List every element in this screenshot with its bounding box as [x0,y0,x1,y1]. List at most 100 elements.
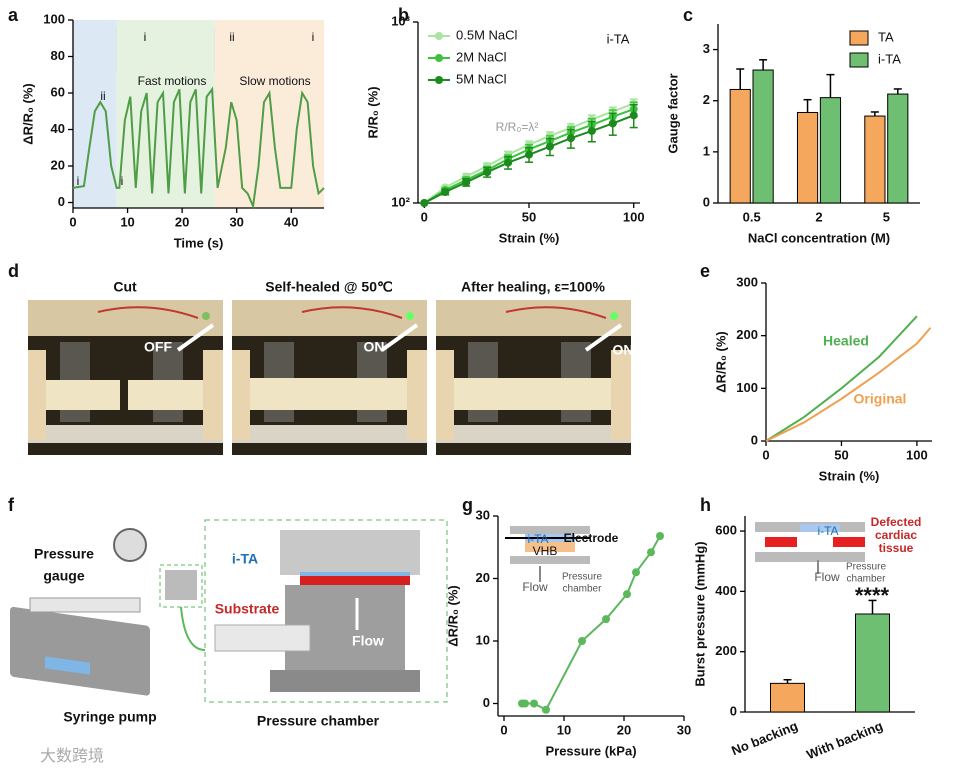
data-point [602,615,610,624]
x-axis-title: Time (s) [174,235,224,250]
bar [752,69,774,204]
y-tick-label: 0 [751,432,758,447]
annotation: ii [100,89,105,103]
photo-led [202,312,210,320]
photo-tag: ON [364,339,385,355]
photo-ruler [28,425,223,443]
inset-layer [800,524,840,532]
annotation: i-TA [817,524,838,538]
chamber-top [280,530,420,575]
x-axis-title: NaCl concentration (M) [748,230,890,245]
bar [770,682,805,713]
data-point [587,126,596,135]
y-tick-label: 10³ [391,13,410,28]
photo-label: Pressure chamber [257,713,380,729]
inset-layer [510,526,590,534]
legend-label: 0.5M NaCl [456,27,518,42]
series-label: Healed [823,333,869,349]
inset-layer [510,556,590,564]
data-point [632,568,640,577]
y-axis-title: ΔR/R₀ (%) [713,331,728,392]
y-tick-label: 200 [715,643,737,658]
annotation: i [77,174,80,188]
annotation: chamber [563,584,603,595]
x-tick-label: 20 [617,722,631,737]
tube [214,624,311,652]
x-tick-label: 0.5 [743,209,761,224]
photo-gel [232,378,427,410]
annotation: Slow motions [239,74,310,88]
x-tick-label: 100 [623,209,645,224]
photo-arrow [380,323,419,352]
photo-glove [407,350,427,440]
photo-tag: OFF [144,339,172,355]
photo-label: Flow [352,633,384,649]
y-tick-label: 2 [703,92,710,107]
annotation: i-TA [607,31,630,46]
chamber-base [270,670,420,692]
data-point [504,158,513,167]
data-line [765,327,932,442]
annotation: i-TA [527,532,548,546]
watermark: 大数跨境 [40,746,104,765]
y-axis-title: Gauge factor [665,73,680,153]
gauge [113,528,147,562]
photo-arrow [584,323,623,352]
photo-label: Pressure [34,546,94,562]
small-chamber [165,570,197,600]
y-tick-label: 10 [476,632,490,647]
bar [864,115,886,204]
photo-ruler [232,425,427,443]
annotation: i [121,174,124,188]
y-tick-label: 10² [391,194,410,209]
substrate [300,576,410,585]
data-line [72,86,325,210]
x-tick-label: 10 [120,214,134,229]
data-point [483,168,492,177]
data-point [566,134,575,143]
x-axis-title: Pressure (kPa) [545,743,636,758]
panel-label: h [700,495,711,515]
legend-label: i-TA [878,51,901,66]
data-point [521,699,529,708]
annotation: Defected [871,515,922,529]
bar [796,111,819,204]
y-axis-title: ΔR/R₀ (%) [445,585,460,646]
legend-swatch [849,30,869,46]
annotation: Pressure [562,572,602,583]
data-point [647,548,655,557]
panel-label: f [8,495,15,515]
photo-glove [28,350,46,440]
photo-breadboard [436,300,631,336]
photo-glove [203,350,223,440]
legend-swatch [849,52,869,68]
x-tick-label: 10 [557,722,571,737]
data-point [441,188,450,197]
y-tick-label: 80 [51,48,65,63]
legend-label: TA [878,29,894,44]
x-tick-label: 0 [421,209,428,224]
bar [887,93,909,204]
y-tick-label: 0 [58,194,65,209]
x-axis-title: Strain (%) [499,230,560,245]
x-tick-label: 5 [883,209,890,224]
pump [10,606,150,696]
photo-label: Syringe pump [63,709,156,725]
panel-label: g [462,495,473,515]
inset-layer [755,552,865,562]
photo-wire [505,306,607,319]
data-line [765,315,918,442]
panel-label: c [683,5,693,25]
annotation: cardiac [875,528,917,542]
inset-arrow [180,606,206,651]
y-tick-label: 40 [51,121,65,136]
bar [855,613,890,713]
y-tick-label: 0 [703,194,710,209]
y-axis-title: R/R₀ (%) [365,86,380,138]
photo-glove [436,350,454,440]
photo-title: Self-healed @ 50℃ [265,279,393,295]
data-point [656,532,664,540]
y-tick-label: 100 [43,11,65,26]
